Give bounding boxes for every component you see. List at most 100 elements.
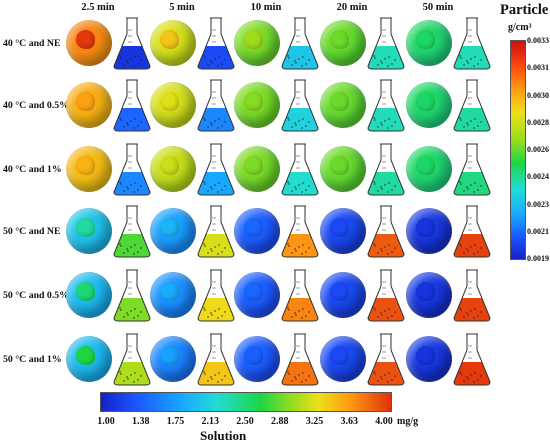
particle-sphere [406,20,452,66]
solution-liquid [368,234,404,257]
particle-tick: 0.0024 [527,172,549,182]
particle-cell [64,78,160,142]
particle-cell [64,204,160,268]
particle-tick: 0.0019 [527,254,549,263]
flask-icon [367,17,405,70]
particle-core [160,346,179,365]
particle-sphere [320,82,366,128]
row-label: 50 °C and 0.5% [3,290,69,301]
particle-cell [64,268,160,332]
particle-core [160,282,179,301]
flask-icon [367,205,405,258]
particle-sphere [234,20,280,66]
particle-core [330,156,349,175]
particle-core [244,30,263,49]
particle-cell [232,332,328,396]
flask-icon [281,333,319,386]
particle-core [416,156,435,175]
particle-cell [148,78,244,142]
particle-cell [148,142,244,206]
flask-icon [453,143,491,196]
particle-cell [404,142,500,206]
particle-tick: 0.0031 [527,63,549,73]
flask-icon [281,269,319,322]
particle-sphere [66,336,112,382]
particle-sphere [234,146,280,192]
solution-liquid [454,108,490,131]
time-label: 10 min [250,2,282,13]
particle-cell [318,16,414,80]
particle-core [160,156,179,175]
particle-core [76,218,95,237]
particle-core [76,30,95,49]
solution-liquid [282,234,318,257]
particle-core [416,346,435,365]
flask-icon [453,269,491,322]
row-label: 40 °C and 1% [3,164,62,175]
solution-liquid [198,362,234,385]
particle-cell [404,78,500,142]
solution-liquid [454,172,490,195]
row-label: 50 °C and 1% [3,354,62,365]
solution-liquid [198,108,234,131]
flask-icon [367,79,405,132]
particle-tick: 0.0033 [527,36,549,45]
solution-tick: 2.50 [236,416,254,427]
particle-core [330,282,349,301]
particle-sphere [234,336,280,382]
particle-cell [232,16,328,80]
solution-liquid [114,46,150,69]
particle-core [160,92,179,111]
particle-core [330,346,349,365]
time-label: 2.5 min [81,2,115,13]
particle-cell [232,268,328,332]
particle-core [244,156,263,175]
row-label: 50 °C and NE [3,226,61,237]
solution-liquid [454,234,490,257]
flask-icon [367,143,405,196]
particle-core [160,218,179,237]
time-label: 5 min [169,2,195,13]
particle-sphere [406,336,452,382]
solution-tick: 1.38 [132,416,150,427]
solution-tick: 3.25 [305,416,324,427]
particle-sphere [66,82,112,128]
flask-icon [113,79,151,132]
particle-cell [148,332,244,396]
flask-icon [281,205,319,258]
particle-core [416,30,435,49]
particle-sphere [320,272,366,318]
particle-sphere [150,20,196,66]
flask-icon [113,143,151,196]
particle-core [330,30,349,49]
flask-icon [113,269,151,322]
particle-sphere [150,146,196,192]
particle-core [416,282,435,301]
flask-icon [453,17,491,70]
particle-cell [232,204,328,268]
particle-legend-title: Particle [500,2,549,18]
particle-sphere [406,82,452,128]
flask-icon [453,333,491,386]
solution-liquid [114,362,150,385]
particle-core [244,346,263,365]
particle-tick: 0.0030 [527,90,549,100]
particle-core [416,92,435,111]
particle-cell [318,268,414,332]
particle-core [244,92,263,111]
solution-tick: 1.75 [166,416,185,427]
flask-icon [281,79,319,132]
solution-tick: 1.00 [97,416,115,427]
solution-liquid [282,46,318,69]
particle-core [76,156,95,175]
particle-ticks: 0.0033 0.0031 0.0030 0.0028 0.0026 0.0024 0.00… [527,36,550,266]
solution-legend-unit: mg/g [397,416,419,427]
particle-sphere [234,208,280,254]
particle-tick: 0.0028 [527,117,549,127]
solution-liquid [454,46,490,69]
particle-cell [148,16,244,80]
flask-icon [367,269,405,322]
solution-liquid [368,108,404,131]
particle-cell [318,204,414,268]
particle-sphere [320,20,366,66]
